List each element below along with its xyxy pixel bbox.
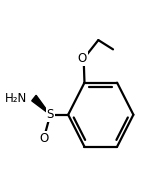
Text: H₂N: H₂N (5, 92, 27, 105)
Text: O: O (39, 132, 48, 145)
Text: S: S (46, 108, 54, 121)
Polygon shape (32, 95, 50, 115)
Text: O: O (77, 52, 87, 65)
